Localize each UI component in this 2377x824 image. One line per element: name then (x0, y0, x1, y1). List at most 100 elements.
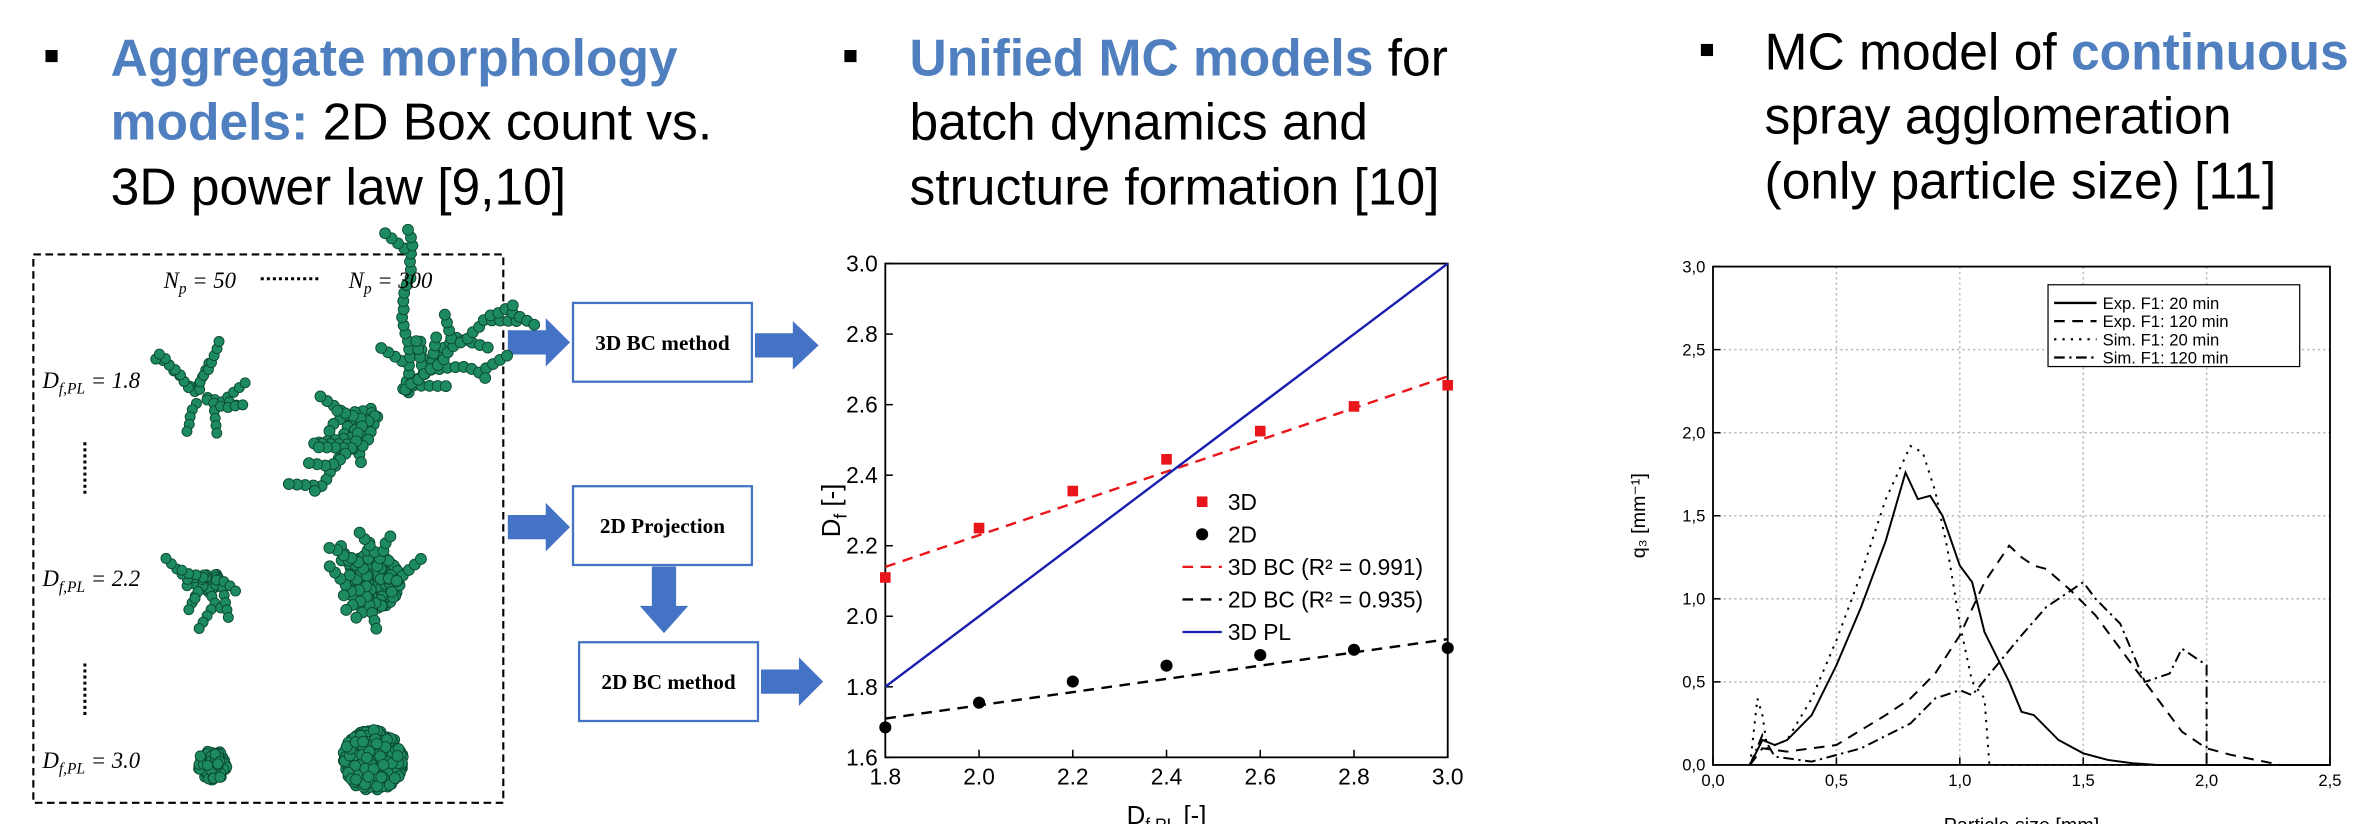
primary-particle (214, 771, 226, 783)
legend-label: Exp. F1: 120 min (2103, 312, 2229, 331)
label-rest: = 300 (372, 268, 433, 293)
heading-segment: Unified MC models (910, 29, 1374, 87)
point (1254, 425, 1266, 437)
label-base: D (41, 748, 59, 773)
label: Np = 300 (348, 268, 433, 298)
legend-label: 3D PL (1228, 619, 1291, 645)
method-label: 2D BC method (601, 670, 736, 694)
primary-particle (390, 574, 403, 587)
primary-particle (303, 457, 315, 470)
y-tick-label: 3,0 (1682, 257, 1705, 276)
y-tick-label: 2.0 (846, 603, 878, 629)
label-sub: f,PL (59, 380, 85, 397)
point (1161, 454, 1172, 465)
primary-particle (183, 604, 195, 616)
chart: 1.8 2.0 2.2 2.4 2.6 2.8 3.01.61.82.02.22.42.62… (818, 251, 1464, 824)
heading-line: structure formation [10] (910, 158, 1440, 216)
arrows (507, 318, 824, 706)
primary-particle (360, 751, 373, 764)
y-tick-label: 1.6 (846, 744, 878, 770)
legend-label: Exp. F1: 20 min (2103, 294, 2220, 313)
method-box (571, 485, 754, 567)
x-tick-label: 2.8 (1338, 764, 1370, 790)
primary-particle (375, 771, 388, 784)
primary-particle (375, 342, 388, 354)
legend-label: 2D BC (R² = 0.935) (1228, 587, 1423, 613)
x-tick-label: 1,0 (1948, 771, 1971, 790)
x-tick-label: 2.0 (963, 764, 995, 790)
primary-particle (194, 750, 206, 762)
bullet (45, 49, 58, 63)
point (973, 522, 985, 534)
legend-label: 2D (1228, 522, 1257, 548)
label: Df [-] (818, 484, 850, 538)
primary-particle (481, 341, 494, 354)
method-label: 2D Projection (600, 514, 725, 538)
primary-particle (430, 331, 443, 344)
label-base: D (41, 566, 59, 591)
primary-particle (528, 318, 541, 331)
label-sub: f,PL (1145, 814, 1176, 824)
label-rest: = 2.2 (85, 566, 140, 591)
primary-particle (410, 335, 423, 348)
label: Np = 50 (163, 268, 237, 298)
primary-particle (501, 349, 513, 362)
x-tick-label: 2.6 (1244, 764, 1276, 790)
method-label: 3D BC method (595, 331, 730, 355)
heading-segment: models: (111, 92, 309, 150)
x-tick-label: 0,5 (1825, 771, 1848, 790)
label-sub: f (830, 514, 850, 519)
label-sub: f,PL (59, 761, 85, 778)
bullet (844, 49, 857, 63)
legend-frame (2047, 284, 2301, 368)
heading-segment: continuous (2071, 23, 2349, 81)
primary-particle (211, 427, 223, 439)
legend-label: Sim. F1: 20 min (2103, 330, 2220, 349)
heading-segment: MC model of (1765, 23, 2071, 81)
primary-particle (201, 759, 214, 771)
arrow (754, 321, 819, 370)
primary-particle (349, 773, 362, 786)
y-tick-label: 2,0 (1682, 424, 1705, 443)
point (879, 721, 892, 734)
primary-particle (314, 390, 327, 403)
primary-particle (355, 456, 367, 469)
x-tick-label: 2,5 (2318, 771, 2341, 790)
x-tick-label: 0,0 (1701, 771, 1724, 790)
series-line (1749, 544, 2331, 766)
primary-particle (189, 592, 201, 604)
legend-label: 3D BC (R² = 0.991) (1228, 554, 1423, 580)
method-box (571, 301, 754, 383)
heading-line: models: 2D Box count vs. (111, 92, 712, 150)
diagram-frame (32, 253, 505, 804)
label-sub: f,PL (59, 579, 85, 596)
primary-particle (153, 348, 165, 360)
point (1442, 379, 1454, 391)
primary-particle (308, 484, 321, 497)
series-line (884, 262, 1449, 688)
primary-particle (439, 380, 452, 393)
heading-segment: for (1373, 29, 1447, 87)
primary-particle (357, 735, 369, 748)
primary-particle (377, 758, 390, 771)
point (1347, 643, 1361, 656)
primary-particle (176, 564, 188, 576)
label-sub: p (178, 280, 187, 297)
label-rest: [-] (1176, 802, 1206, 824)
heading-line: Aggregate morphology (111, 29, 678, 87)
label-rest: = 1.8 (85, 368, 141, 393)
label-base: N (348, 268, 366, 293)
primary-particle (222, 611, 234, 623)
heading-segment: Aggregate morphology (111, 29, 678, 87)
primary-particle (323, 542, 336, 554)
heading-line: spray agglomeration (1765, 86, 2232, 144)
primary-particle (230, 585, 241, 597)
y-tick-label: 1,5 (1682, 507, 1705, 526)
primary-particle (331, 404, 344, 417)
primary-particle (181, 425, 193, 437)
bullet (1700, 43, 1714, 57)
y-tick-label: 2.6 (846, 392, 878, 418)
